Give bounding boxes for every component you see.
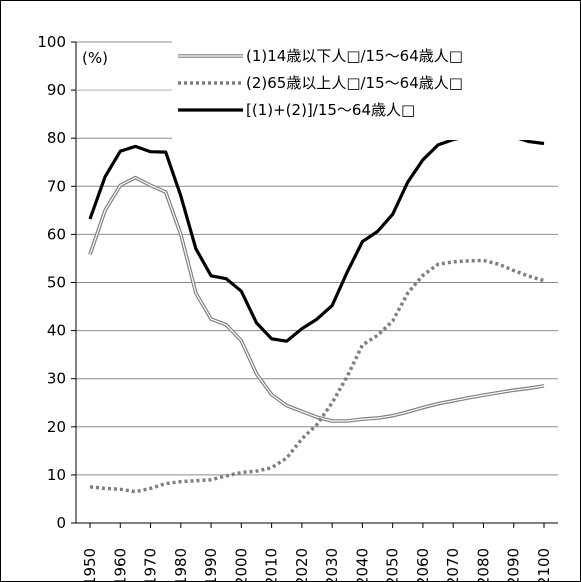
legend-label-2: (2)65歳以上人□/15～64歳人□ xyxy=(246,74,463,92)
y-tick-label: 80 xyxy=(47,129,66,147)
axes xyxy=(71,41,558,528)
series-line-2 xyxy=(89,258,545,494)
x-tick-label: 2000 xyxy=(232,548,250,582)
y-tick-label: 40 xyxy=(47,322,66,340)
x-tick-label: 1970 xyxy=(142,548,160,582)
x-tick-label: 1990 xyxy=(202,548,220,582)
y-tick-label: 0 xyxy=(56,514,66,532)
y-tick-label: 10 xyxy=(47,466,66,484)
legend-label-3: [(1)+(2)]/15～64歳人□ xyxy=(246,101,415,119)
y-axis-ticks: 0 10 20 30 40 50 60 70 80 90 100 xyxy=(37,33,66,532)
legend: (1)14歳以下人□/15～64歳人□ (2)65歳以上人□/15～64歳人□ [(… xyxy=(172,34,558,140)
legend-label-1: (1)14歳以下人□/15～64歳人□ xyxy=(246,47,463,65)
y-tick-label: 90 xyxy=(47,81,66,99)
y-tick-label: 50 xyxy=(47,274,66,292)
x-tick-label: 2080 xyxy=(474,548,492,582)
legend-background xyxy=(172,34,558,140)
y-tick-label: 100 xyxy=(37,33,66,51)
x-tick-label: 2070 xyxy=(444,548,462,582)
unit-label: (%) xyxy=(82,49,108,67)
x-tick-label: 1980 xyxy=(172,548,190,582)
series-line-1-inner xyxy=(89,177,545,422)
series-line-3 xyxy=(88,130,545,343)
x-tick-label: 2010 xyxy=(263,548,281,582)
x-tick-label: 2040 xyxy=(353,548,371,582)
y-tick-label: 60 xyxy=(47,225,66,243)
y-tick-label: 70 xyxy=(47,177,66,195)
x-tick-label: 2090 xyxy=(505,548,523,582)
x-tick-label: 2030 xyxy=(323,548,341,582)
x-tick-label: 2060 xyxy=(414,548,432,582)
y-tick-label: 30 xyxy=(47,370,66,388)
x-axis-ticks: 1950 1960 1970 1980 1990 2000 2010 2020 2030 2040… xyxy=(81,548,553,582)
x-tick-label: 1960 xyxy=(111,548,129,582)
x-tick-label: 1950 xyxy=(81,548,99,582)
x-tick-label: 2100 xyxy=(535,548,553,582)
y-tick-label: 20 xyxy=(47,418,66,436)
series-line-1-outer xyxy=(88,175,545,423)
x-tick-label: 2020 xyxy=(293,548,311,582)
x-tick-label: 2050 xyxy=(384,548,402,582)
